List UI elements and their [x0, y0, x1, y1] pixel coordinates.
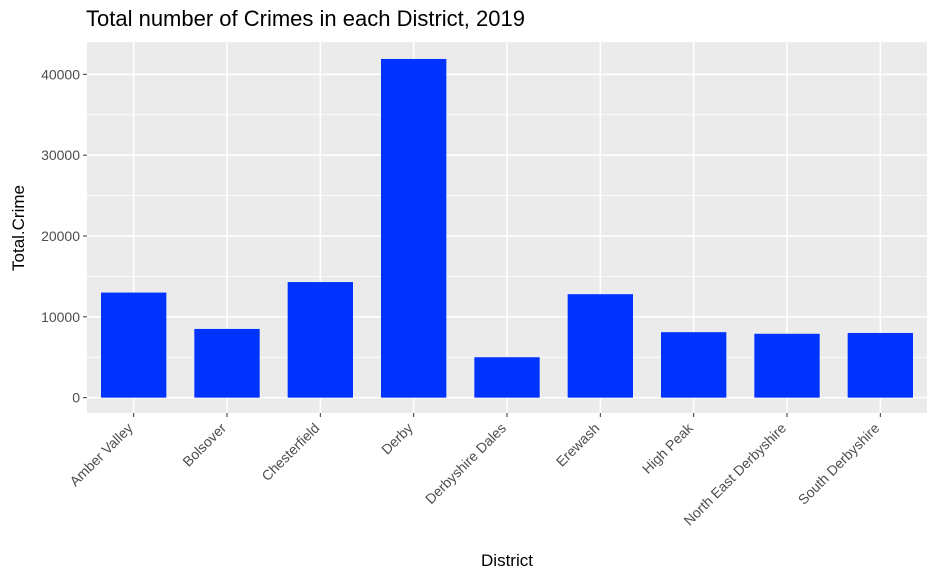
x-tick-label: Derby	[378, 420, 416, 458]
bar	[194, 328, 260, 398]
x-tick-label: Amber Valley	[66, 420, 135, 489]
bar	[754, 333, 820, 398]
x-axis-title: District	[481, 551, 533, 570]
bar	[474, 357, 540, 398]
x-tick-label: Chesterfield	[258, 420, 322, 484]
chart-title: Total number of Crimes in each District,…	[86, 6, 525, 31]
y-tick-label: 10000	[41, 309, 80, 325]
bar	[287, 282, 353, 398]
x-tick-label: Derbyshire Dales	[422, 420, 509, 507]
x-tick-label: Bolsover	[179, 420, 229, 470]
bar	[567, 294, 633, 398]
bar	[101, 292, 167, 398]
x-tick-label: Erewash	[553, 420, 603, 470]
bar	[847, 332, 913, 398]
x-tick-label: High Peak	[639, 419, 697, 477]
bar	[381, 58, 447, 398]
y-tick-label: 30000	[41, 147, 80, 163]
x-tick-label: North East Derbyshire	[680, 420, 789, 529]
y-tick-label: 0	[72, 390, 80, 406]
y-tick-label: 20000	[41, 228, 80, 244]
y-tick-label: 40000	[41, 66, 80, 82]
x-tick-label: South Derbyshire	[795, 420, 883, 508]
y-axis-title: Total.Crime	[9, 185, 28, 271]
bar	[661, 332, 727, 398]
